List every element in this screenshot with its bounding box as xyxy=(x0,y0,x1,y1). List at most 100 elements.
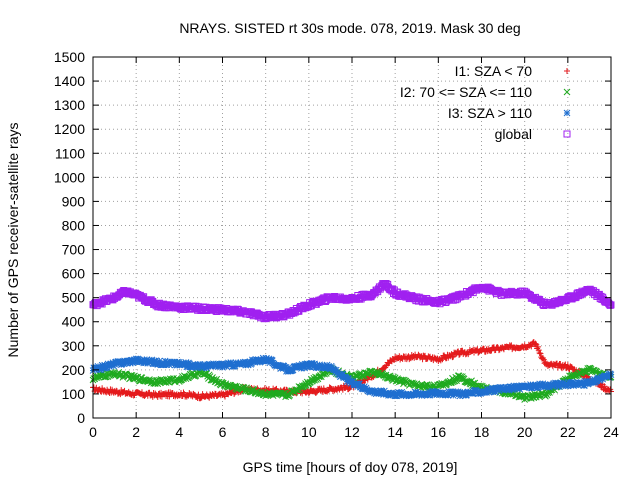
data-point xyxy=(490,386,498,393)
series-plus xyxy=(90,339,614,402)
series-star xyxy=(89,354,615,400)
data-point xyxy=(567,292,575,300)
x-tick-label: 22 xyxy=(560,424,576,440)
x-tick-label: 24 xyxy=(603,424,619,440)
data-point xyxy=(603,298,611,306)
data-point xyxy=(458,375,465,383)
data-point xyxy=(555,380,563,388)
x-tick-label: 10 xyxy=(301,424,317,440)
y-tick-label: 400 xyxy=(62,314,86,330)
data-point xyxy=(595,290,603,298)
data-point xyxy=(317,373,325,381)
data-point xyxy=(94,363,102,370)
data-point xyxy=(99,296,107,304)
data-point xyxy=(285,364,293,371)
y-tick-label: 700 xyxy=(62,242,86,258)
data-point xyxy=(537,350,544,357)
data-point xyxy=(259,312,267,320)
data-point xyxy=(605,373,613,381)
data-point xyxy=(426,391,434,399)
x-tick-label: 0 xyxy=(89,424,97,440)
data-point xyxy=(122,358,130,366)
data-point xyxy=(430,391,438,399)
data-point xyxy=(384,280,392,288)
data-point xyxy=(410,391,418,399)
data-point xyxy=(148,356,156,364)
y-tick-label: 600 xyxy=(62,266,86,282)
data-point xyxy=(141,297,149,305)
data-point xyxy=(301,364,309,372)
data-point xyxy=(581,382,588,389)
data-point xyxy=(532,340,539,347)
data-point xyxy=(386,391,394,399)
data-point xyxy=(507,290,515,298)
data-point xyxy=(553,379,561,387)
y-tick-label: 1200 xyxy=(54,121,85,137)
y-tick-label: 200 xyxy=(62,362,86,378)
data-point xyxy=(536,380,543,388)
data-point xyxy=(282,364,289,371)
x-tick-label: 2 xyxy=(132,424,140,440)
data-point xyxy=(445,379,453,387)
legend-item: I1: SZA < 70 xyxy=(455,63,570,79)
legend-marker xyxy=(563,130,571,138)
data-point xyxy=(477,390,485,397)
data-point xyxy=(599,375,607,383)
plot-area xyxy=(89,280,615,403)
data-point xyxy=(405,390,412,398)
data-point xyxy=(534,343,541,350)
data-point xyxy=(375,371,382,379)
legend-label: I2: 70 <= SZA <= 110 xyxy=(400,84,532,100)
data-point xyxy=(605,299,613,307)
legend-item: I3: SZA > 110 xyxy=(448,105,571,121)
data-point xyxy=(97,366,105,373)
data-point xyxy=(492,388,499,396)
data-point xyxy=(103,364,111,371)
y-tick-label: 100 xyxy=(62,386,86,402)
chart-title: NRAYS. SISTED rt 30s mode. 078, 2019. Ma… xyxy=(179,20,520,36)
x-tick-label: 16 xyxy=(431,424,447,440)
x-tick-label: 4 xyxy=(175,424,183,440)
data-point xyxy=(208,306,216,314)
data-point xyxy=(444,391,452,399)
y-tick-label: 900 xyxy=(62,193,86,209)
data-point xyxy=(110,362,118,370)
y-tick-label: 500 xyxy=(62,290,86,306)
x-tick-label: 18 xyxy=(474,424,490,440)
data-point xyxy=(364,376,371,383)
y-tick-label: 1100 xyxy=(55,145,85,161)
data-point xyxy=(312,362,319,370)
data-point xyxy=(175,304,183,312)
y-tick-label: 1500 xyxy=(54,49,85,65)
data-point xyxy=(227,359,235,366)
data-point xyxy=(244,361,252,369)
axis-ticks: 0 2 4 6 8 10 12 14 16 18 20 22 240100200300400500600… xyxy=(54,49,619,440)
data-point xyxy=(97,364,104,372)
data-point xyxy=(534,384,542,392)
series-square xyxy=(89,280,615,323)
data-point xyxy=(184,363,191,370)
data-point xyxy=(607,301,615,309)
legend-item: global xyxy=(495,126,571,142)
data-point xyxy=(224,381,232,389)
data-point xyxy=(127,359,134,367)
data-point xyxy=(485,388,493,396)
y-tick-label: 1400 xyxy=(54,73,85,89)
series-x xyxy=(89,364,615,403)
data-point xyxy=(356,380,363,388)
legend-marker xyxy=(563,109,571,117)
grid-lines xyxy=(93,57,611,418)
y-axis-label: Number of GPS receiver-satellite rays xyxy=(5,123,21,358)
data-point xyxy=(268,357,276,365)
legend-label: global xyxy=(495,126,532,142)
y-tick-label: 800 xyxy=(62,217,86,233)
data-point xyxy=(535,347,542,354)
data-point xyxy=(504,384,512,391)
data-point xyxy=(536,350,543,357)
data-point xyxy=(166,358,174,366)
data-point xyxy=(156,357,163,365)
data-point xyxy=(456,351,463,358)
legend: I1: SZA < 70 I2: 70 <= SZA <= 110 I3: SZA … xyxy=(400,63,571,142)
data-point xyxy=(516,385,524,393)
data-point xyxy=(336,371,343,379)
